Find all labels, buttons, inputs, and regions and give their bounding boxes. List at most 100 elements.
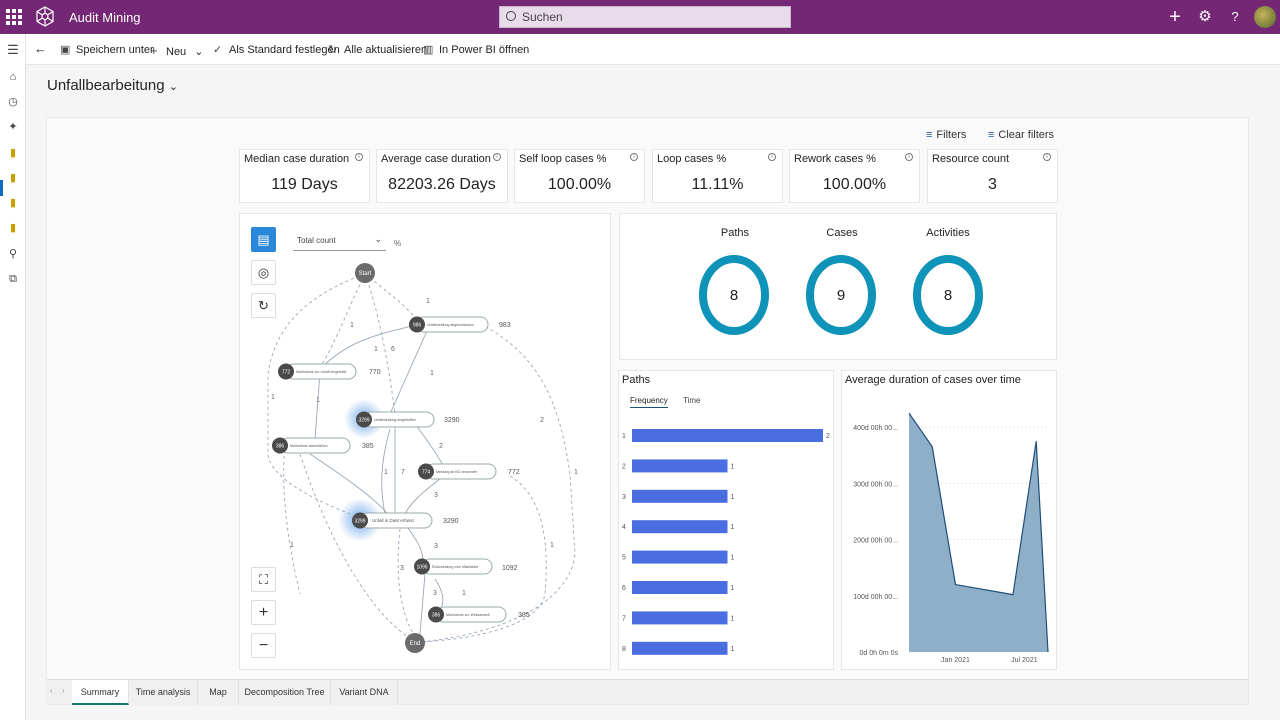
end-label: End [410,641,421,647]
count-label: Cases [826,227,858,239]
search-input[interactable]: Suchen [499,6,791,28]
clear-filters-button[interactable]: ≡ Clear filters [988,129,1054,141]
tab-time-analysis[interactable]: Time analysis [129,680,198,705]
kpi-label: Average case duration [381,153,491,165]
home-icon[interactable]: ⌂ [9,71,17,83]
area-line [908,412,1049,653]
waffle-icon[interactable] [6,9,22,25]
left-rail: ☰ ⌂ ◷ ✦ ▮ ▮ ▮ ▮ ⚲ ⧉ [0,34,26,720]
page-title[interactable]: Unfallbearbeitung ⌄ [47,77,178,94]
node-label: Maßnahme zur Wirksamkeit [446,613,490,617]
info-icon[interactable]: i [768,153,776,161]
kpi-label: Median case duration [244,153,350,165]
report-icon[interactable]: ▮ [9,222,17,234]
map-edge [309,453,389,515]
reset-icon: ↻ [258,298,269,313]
x-tick-label: Jan 2021 [941,657,970,664]
set-default-button[interactable]: ✓ Als Standard festlegen [213,43,340,56]
minus-icon: − [258,637,269,654]
tab-scroll-left-icon[interactable]: ‹ [50,686,53,695]
kpi-label: Loop cases % [657,153,727,165]
activity-node[interactable]: 774 Meldung an BG versendet 772 [418,463,520,480]
kpi-value: 100.00% [547,176,612,193]
node-count: 3299 [354,519,365,525]
save-as-button[interactable]: ▣ Speichern unter [60,43,154,56]
process-map-graph[interactable]: 1 1 1 6 1 1 2 1 2 1 7 1 3 3 3 1 3 1 1 St… [240,214,612,671]
bar-category-label: 6 [622,585,626,592]
edge-label: 1 [550,542,554,549]
area-fill [909,413,1048,652]
end-node[interactable] [405,633,425,653]
activity-node[interactable]: 3299 Unfallmeldung eingetroffen 3290 [344,399,460,439]
info-icon[interactable]: i [355,153,363,161]
activity-node[interactable]: 3299 Unfall in DaM erfasst 3290 [338,498,459,542]
activity-node[interactable]: 386 Maßnahme zur Wirksamkeit 385 [428,606,530,623]
flow-icon[interactable]: ⧉ [9,273,17,285]
recent-icon[interactable]: ◷ [8,96,18,108]
filters-button[interactable]: ≡ Filters [926,129,966,141]
save-icon: ▣ [60,44,71,56]
tab-decomposition-tree[interactable]: Decomposition Tree [239,680,331,705]
report-icon[interactable]: ▮ [9,147,17,159]
new-button[interactable]: + Neu ⌄ [150,43,203,58]
gear-icon[interactable]: ⚙ [1198,8,1212,25]
reset-tool-button[interactable]: ↻ [251,293,276,318]
map-edge [404,478,441,515]
kpi-average-case-duration: Average case duration i 82203.26 Days [376,149,508,203]
node-count: 3299 [358,418,369,424]
zoom-out-button[interactable]: − [251,633,276,658]
pin-icon[interactable]: ✦ [8,121,18,133]
clipboard-icon: ▤ [257,232,270,247]
avatar[interactable] [1254,6,1276,28]
command-bar: ← ▣ Speichern unter + Neu ⌄ ✓ Als Standard f… [26,34,1280,65]
count-label: Activities [926,227,970,239]
node-count: 774 [422,470,431,476]
node-side-count: 385 [518,612,530,619]
tab-summary[interactable]: Summary [72,680,129,705]
percent-toggle[interactable]: % [394,239,402,248]
zoom-in-button[interactable]: + [251,600,276,625]
edge-label: 1 [426,298,430,305]
open-powerbi-button[interactable]: ▥ In Power BI öffnen [423,43,529,56]
add-icon[interactable]: + [1169,6,1181,28]
activity-node[interactable]: 386 Maßnahme abschließen 385 [272,437,374,454]
bar [632,611,728,625]
back-button[interactable]: ← [34,41,47,56]
activity-node[interactable]: 986 Unfallmeldung abgeschlossen 983 [409,316,511,333]
info-icon[interactable]: i [905,153,913,161]
fit-to-screen-button[interactable]: ⛶ [251,567,276,592]
node-count: 986 [413,323,422,329]
tab-time[interactable]: Time [683,396,701,405]
metric-select[interactable]: Total count ⌄ [293,231,386,251]
bar-category-label: 4 [622,524,626,531]
map-edge [321,273,366,365]
tab-variant-dna[interactable]: Variant DNA [331,680,398,705]
report-icon[interactable]: ▮ [9,172,17,184]
target-tool-button[interactable]: ◎ [251,260,276,285]
edge-label: 1 [271,394,275,401]
tab-frequency[interactable]: Frequency [630,396,668,408]
tab-scroll-right-icon[interactable]: › [62,686,65,695]
map-edge [381,428,391,515]
bar-value-label: 1 [731,646,735,653]
info-icon[interactable]: i [493,153,501,161]
paths-bar-chart: 1 2 2 1 3 1 4 1 5 1 6 1 7 1 8 1 [622,429,830,655]
app-logo-icon [36,6,54,27]
help-icon[interactable]: ? [1231,9,1239,24]
tab-map[interactable]: Map [198,680,239,705]
refresh-all-button[interactable]: ↻ Alle aktualisieren [328,43,427,56]
fullscreen-icon: ⛶ [258,572,269,587]
app-title[interactable]: Audit Mining [69,10,141,25]
settings-icon[interactable]: ⚲ [8,248,18,260]
info-icon[interactable]: i [630,153,638,161]
start-node[interactable] [355,263,375,283]
report-icon[interactable]: ▮ [9,197,17,209]
activity-node[interactable]: 772 Maßnahme zur Unfall eingeleitet 770 [278,363,381,380]
kpi-self-loop-cases: Self loop cases % i 100.00% [514,149,645,203]
clipboard-tool-button[interactable]: ▤ [251,227,276,252]
bar-value-label: 1 [731,524,735,531]
activity-node[interactable]: 1096 Rückmeldung vom Mitarbeiter 1092 [414,558,518,575]
info-icon[interactable]: i [1043,153,1051,161]
map-edge [299,453,416,643]
hamburger-icon[interactable]: ☰ [7,42,19,57]
